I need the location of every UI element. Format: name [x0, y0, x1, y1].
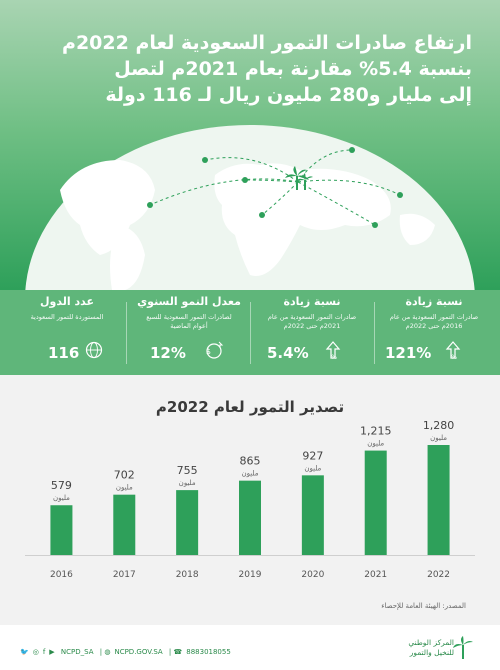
- footer: [0, 625, 500, 670]
- headline-line-1: ارتفاع صادرات التمور السعودية لعام 2022م: [62, 32, 472, 54]
- coins-growth-icon: $: [206, 341, 224, 359]
- stat-heading: نسبة زيادة: [283, 295, 341, 308]
- stat-divider: [250, 302, 251, 364]
- headline-line-2: بنسبة 5.4% مقارنة بعام 2021م لتصل: [114, 58, 472, 80]
- stat-heading: نسبة زيادة: [405, 295, 463, 308]
- x-tick-2017: 2017: [113, 570, 136, 580]
- svg-text:$: $: [206, 347, 211, 356]
- world-map-globe: [25, 125, 475, 290]
- youtube-icon[interactable]: ▶: [49, 648, 55, 656]
- unit-label-2016: مليون: [53, 494, 70, 502]
- value-label-2020: 927: [302, 449, 323, 462]
- stat-increase-since-2021: نسبة زيادة صادرات التمور السعودية من عام…: [253, 290, 371, 375]
- value-label-2017: 702: [114, 469, 135, 482]
- bar-2022: [427, 445, 450, 555]
- stat-increase-since-2016: نسبة زيادة صادرات التمور السعودية من عام…: [375, 290, 493, 375]
- stat-value: 116: [48, 344, 80, 362]
- bar-chart: 579 مليون 2016 702 مليون 2017 755 مليون 2018 865 م…: [25, 420, 475, 580]
- value-label-2016: 579: [51, 479, 72, 492]
- arrow-up-percent-icon: %: [445, 341, 461, 360]
- stat-country-count: عدد الدول المستوردة للتمور السعودية 116: [8, 290, 126, 375]
- twitter-icon[interactable]: 🐦: [20, 648, 29, 656]
- headline: ارتفاع صادرات التمور السعودية لعام 2022م…: [32, 30, 472, 108]
- stat-description: لصادرات التمور السعودية للسبع أعوام الما…: [146, 313, 232, 330]
- svg-text:%: %: [451, 354, 457, 360]
- globe-icon: [85, 341, 103, 359]
- globe-small-icon: ◍: [104, 648, 111, 656]
- unit-label-2020: مليون: [304, 464, 321, 472]
- x-tick-2019: 2019: [239, 570, 262, 580]
- stat-value: 12%: [150, 344, 186, 362]
- stat-annual-growth: معدل النمو السنوي لصادرات التمور السعودي…: [130, 290, 248, 375]
- logo-text-line-1: المركز الوطني: [408, 638, 454, 647]
- unit-label-2019: مليون: [242, 470, 259, 478]
- ncpd-logo: [453, 636, 473, 659]
- stat-heading: عدد الدول: [40, 295, 94, 308]
- stats-band: نسبة زيادة صادرات التمور السعودية من عام…: [0, 290, 500, 375]
- bar-2018: [176, 490, 199, 555]
- x-tick-2020: 2020: [301, 570, 324, 580]
- bar-2021: [364, 450, 387, 555]
- social-handle[interactable]: NCPD_SA: [60, 648, 94, 656]
- instagram-icon[interactable]: ◎: [32, 648, 39, 656]
- bar-2016: [50, 505, 73, 555]
- chart-title: تصدير التمور لعام 2022م: [155, 398, 345, 416]
- stat-description: صادرات التمور السعودية من عام 2016م حتى …: [389, 313, 479, 330]
- unit-label-2017: مليون: [116, 484, 133, 492]
- phone-number: 8883018055: [186, 648, 231, 656]
- stat-value: 5.4%: [267, 344, 309, 362]
- unit-label-2022: مليون: [430, 434, 447, 442]
- unit-label-2018: مليون: [179, 479, 196, 487]
- headline-line-3: إلى مليار و280 مليون ريال لـ 116 دولة: [105, 84, 472, 106]
- x-tick-2021: 2021: [364, 570, 387, 580]
- unit-label-2021: مليون: [367, 440, 384, 448]
- x-tick-2018: 2018: [176, 570, 199, 580]
- x-tick-2022: 2022: [427, 570, 450, 580]
- source-note: المصدر: الهيئة العامة للإحصاء: [381, 602, 466, 610]
- footer-contact-line: 🐦 ◎ f ▶ NCPD_SA | ◍ NCPD.GOV.SA | ☎ 888301805…: [20, 648, 231, 656]
- stat-description: صادرات التمور السعودية من عام 2021م حتى …: [267, 313, 357, 330]
- value-label-2021: 1,215: [360, 425, 392, 438]
- svg-text:%: %: [331, 354, 337, 360]
- logo-text-line-2: للنخيل والتمور: [409, 648, 454, 657]
- bar-2020: [301, 475, 324, 555]
- value-label-2018: 755: [177, 464, 198, 477]
- website-link[interactable]: NCPD.GOV.SA: [114, 648, 163, 656]
- stat-divider: [374, 302, 375, 364]
- facebook-icon[interactable]: f: [42, 648, 46, 656]
- stat-description: المستوردة للتمور السعودية: [30, 313, 104, 321]
- stat-value: 121%: [385, 344, 432, 362]
- bar-2019: [239, 480, 261, 555]
- value-label-2022: 1,280: [423, 420, 455, 432]
- value-label-2019: 865: [240, 455, 261, 468]
- x-tick-2016: 2016: [50, 570, 73, 580]
- palm-tree-icon: [285, 166, 313, 190]
- arrow-up-percent-icon: %: [325, 341, 341, 360]
- bar-2017: [113, 494, 136, 555]
- phone-icon: ☎: [173, 648, 183, 656]
- stat-divider: [126, 302, 127, 364]
- stat-heading: معدل النمو السنوي: [137, 295, 241, 308]
- logo-text: المركز الوطني للنخيل والتمور: [408, 638, 454, 658]
